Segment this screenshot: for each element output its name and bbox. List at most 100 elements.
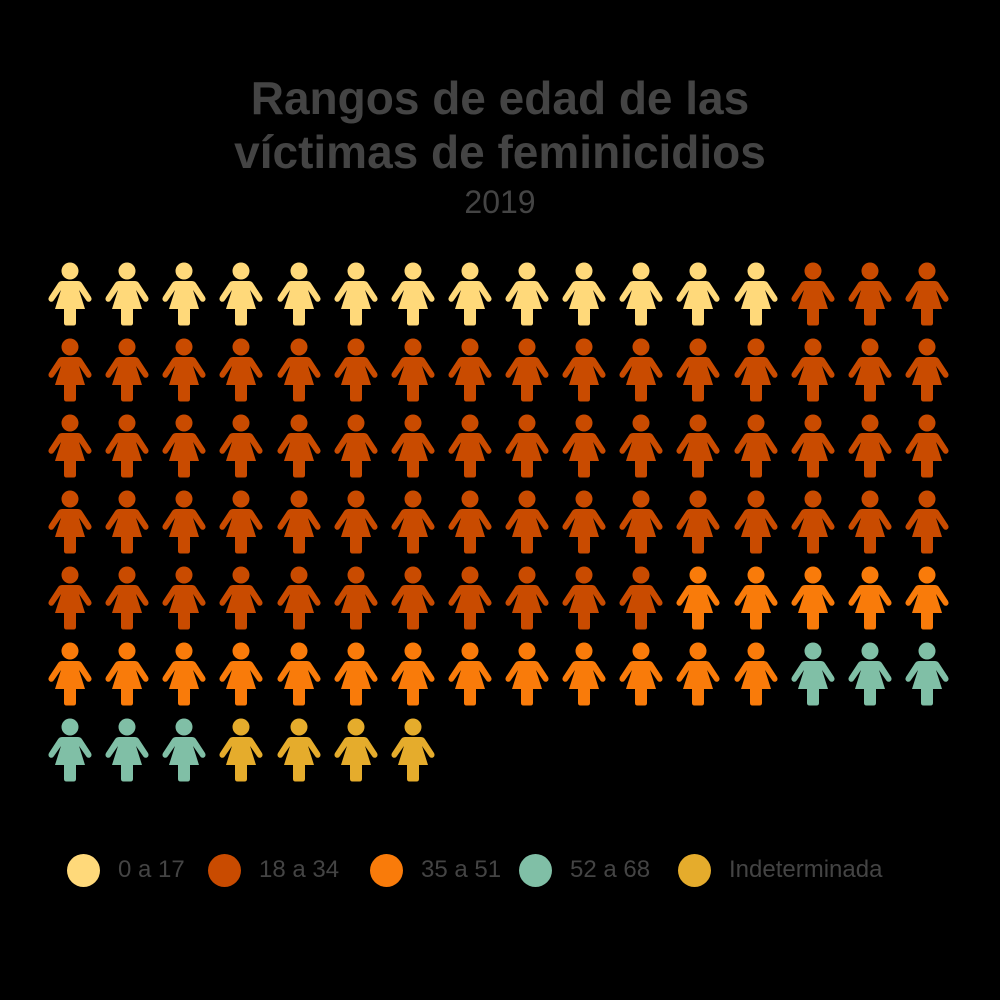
woman-person-icon: [790, 642, 836, 706]
woman-person-icon: [447, 566, 493, 630]
woman-person-icon: [790, 262, 836, 326]
woman-person-icon: [218, 566, 264, 630]
woman-person-icon: [276, 566, 322, 630]
woman-person-icon: [218, 718, 264, 782]
woman-person-icon: [847, 490, 893, 554]
woman-person-icon: [733, 566, 779, 630]
legend-item: Indeterminada: [678, 850, 882, 890]
woman-person-icon: [504, 490, 550, 554]
woman-person-icon: [390, 642, 436, 706]
woman-person-icon: [161, 338, 207, 402]
woman-person-icon: [618, 262, 664, 326]
woman-person-icon: [276, 338, 322, 402]
woman-person-icon: [675, 338, 721, 402]
woman-person-icon: [733, 262, 779, 326]
woman-person-icon: [161, 490, 207, 554]
woman-person-icon: [675, 262, 721, 326]
woman-person-icon: [276, 262, 322, 326]
legend-label: 52 a 68: [570, 856, 651, 883]
woman-person-icon: [161, 642, 207, 706]
woman-person-icon: [904, 262, 950, 326]
woman-person-icon: [790, 338, 836, 402]
woman-person-icon: [675, 490, 721, 554]
woman-person-icon: [904, 642, 950, 706]
woman-person-icon: [333, 490, 379, 554]
legend-item: 52 a 68: [519, 850, 650, 890]
woman-person-icon: [276, 642, 322, 706]
woman-person-icon: [390, 338, 436, 402]
woman-person-icon: [333, 566, 379, 630]
woman-person-icon: [561, 414, 607, 478]
woman-person-icon: [104, 490, 150, 554]
woman-person-icon: [47, 262, 93, 326]
woman-person-icon: [333, 414, 379, 478]
woman-person-icon: [104, 566, 150, 630]
legend-item: 18 a 34: [208, 850, 339, 890]
woman-person-icon: [104, 642, 150, 706]
woman-person-icon: [47, 490, 93, 554]
woman-person-icon: [333, 262, 379, 326]
woman-person-icon: [790, 566, 836, 630]
woman-person-icon: [504, 642, 550, 706]
woman-person-icon: [104, 338, 150, 402]
woman-person-icon: [675, 414, 721, 478]
woman-person-icon: [904, 566, 950, 630]
woman-person-icon: [561, 566, 607, 630]
woman-person-icon: [104, 414, 150, 478]
legend-label: 18 a 34: [259, 856, 340, 883]
woman-person-icon: [276, 718, 322, 782]
woman-person-icon: [276, 414, 322, 478]
woman-person-icon: [390, 414, 436, 478]
woman-person-icon: [733, 490, 779, 554]
woman-person-icon: [333, 642, 379, 706]
woman-person-icon: [561, 338, 607, 402]
chart-subtitle: 2019: [464, 184, 536, 220]
legend-swatch-icon: [370, 853, 403, 887]
woman-person-icon: [447, 490, 493, 554]
woman-person-icon: [47, 414, 93, 478]
legend-label: 35 a 51: [421, 856, 502, 883]
woman-person-icon: [561, 262, 607, 326]
woman-person-icon: [675, 642, 721, 706]
woman-person-icon: [104, 262, 150, 326]
woman-person-icon: [447, 642, 493, 706]
woman-person-icon: [161, 262, 207, 326]
legend-swatch-icon: [678, 853, 711, 887]
woman-person-icon: [47, 718, 93, 782]
woman-person-icon: [847, 338, 893, 402]
chart-title-line2: víctimas de feminicidios: [234, 126, 766, 178]
woman-person-icon: [561, 642, 607, 706]
woman-person-icon: [504, 566, 550, 630]
woman-person-icon: [47, 566, 93, 630]
woman-person-icon: [504, 414, 550, 478]
woman-person-icon: [504, 262, 550, 326]
woman-person-icon: [904, 338, 950, 402]
woman-person-icon: [618, 566, 664, 630]
legend-item: 35 a 51: [370, 850, 501, 890]
woman-person-icon: [733, 414, 779, 478]
woman-person-icon: [390, 718, 436, 782]
legend: 0 a 17 18 a 34 35 a 51 52 a 68 Indeterminada: [0, 850, 1000, 890]
woman-person-icon: [790, 414, 836, 478]
legend-swatch-icon: [519, 853, 552, 887]
woman-person-icon: [618, 414, 664, 478]
woman-person-icon: [390, 490, 436, 554]
woman-person-icon: [47, 642, 93, 706]
woman-person-icon: [561, 490, 607, 554]
chart-title-line1: Rangos de edad de las: [250, 72, 750, 124]
woman-person-icon: [618, 490, 664, 554]
woman-person-icon: [218, 642, 264, 706]
woman-person-icon: [904, 414, 950, 478]
woman-person-icon: [447, 338, 493, 402]
woman-person-icon: [218, 490, 264, 554]
woman-person-icon: [161, 718, 207, 782]
legend-swatch-icon: [208, 853, 241, 887]
woman-person-icon: [847, 262, 893, 326]
legend-label: Indeterminada: [729, 856, 883, 883]
woman-person-icon: [161, 414, 207, 478]
legend-item: 0 a 17: [67, 850, 185, 890]
woman-person-icon: [618, 338, 664, 402]
woman-person-icon: [104, 718, 150, 782]
legend-label: 0 a 17: [118, 856, 185, 883]
woman-person-icon: [790, 490, 836, 554]
